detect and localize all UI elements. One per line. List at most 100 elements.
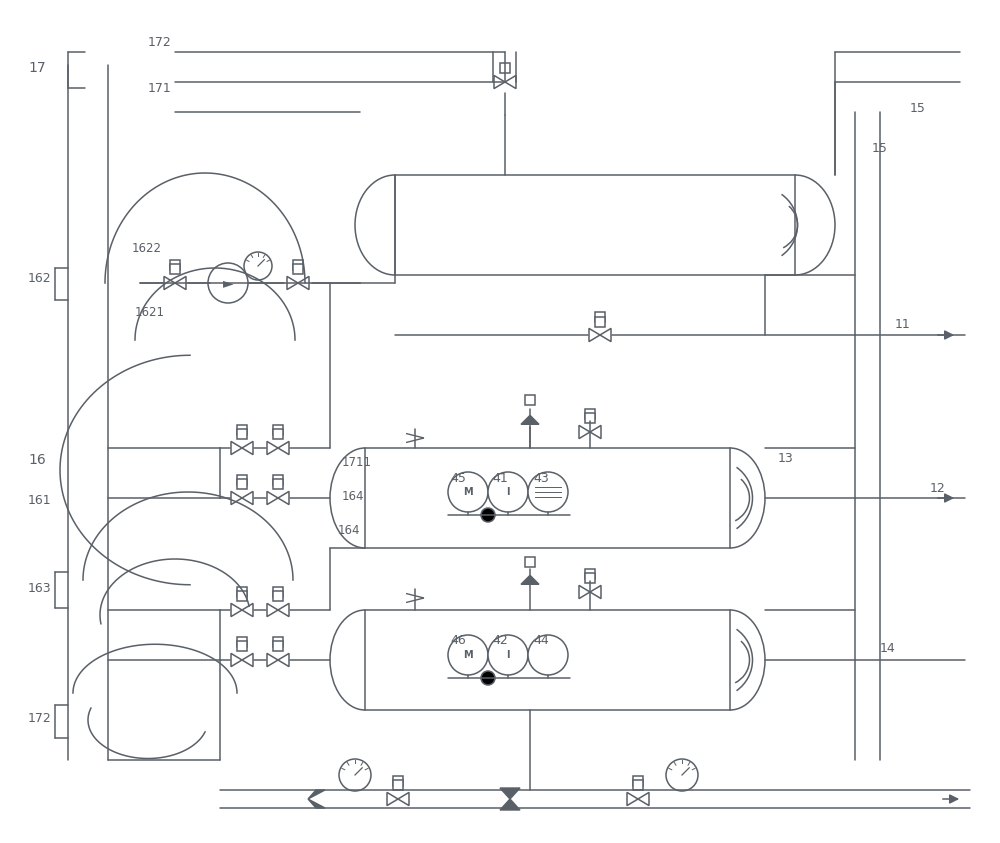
Text: 12: 12	[930, 481, 946, 495]
Bar	[237, 591, 247, 601]
Bar	[585, 413, 595, 423]
Circle shape	[666, 759, 698, 791]
Bar	[633, 776, 643, 786]
Polygon shape	[267, 491, 278, 505]
Polygon shape	[308, 790, 325, 799]
Text: 164: 164	[338, 524, 361, 536]
Bar	[237, 637, 247, 647]
Bar	[525, 395, 535, 405]
Text: 16: 16	[28, 453, 46, 467]
Text: 13: 13	[778, 452, 794, 464]
Text: 46: 46	[450, 633, 466, 647]
Circle shape	[481, 508, 495, 522]
Bar	[633, 780, 643, 790]
Polygon shape	[398, 792, 409, 806]
Text: 42: 42	[492, 633, 508, 647]
Text: 1711: 1711	[342, 455, 372, 469]
Text: ►: ►	[223, 276, 233, 290]
Text: 171: 171	[148, 82, 172, 94]
Text: 15: 15	[910, 101, 926, 115]
Circle shape	[448, 635, 488, 675]
Circle shape	[481, 671, 495, 685]
Text: I: I	[506, 487, 510, 497]
Polygon shape	[494, 75, 505, 89]
Text: 11: 11	[895, 319, 911, 331]
Text: M: M	[463, 487, 473, 497]
Polygon shape	[406, 438, 424, 443]
Polygon shape	[267, 442, 278, 454]
Bar	[525, 557, 535, 567]
Circle shape	[448, 472, 488, 512]
Polygon shape	[406, 593, 424, 598]
Text: 44: 44	[533, 633, 549, 647]
Polygon shape	[600, 329, 611, 341]
Polygon shape	[500, 788, 520, 799]
Circle shape	[528, 472, 568, 512]
Polygon shape	[231, 442, 242, 454]
Polygon shape	[242, 604, 253, 616]
Text: 41: 41	[492, 471, 508, 485]
Bar	[273, 429, 283, 439]
Bar	[273, 425, 283, 435]
Polygon shape	[231, 491, 242, 505]
Bar	[237, 641, 247, 651]
Circle shape	[488, 635, 528, 675]
Bar	[237, 587, 247, 597]
Text: 14: 14	[880, 642, 896, 654]
Polygon shape	[278, 442, 289, 454]
Circle shape	[528, 635, 568, 675]
Bar	[595, 317, 605, 327]
Bar	[273, 587, 283, 597]
Bar	[273, 591, 283, 601]
Text: 17: 17	[28, 61, 46, 75]
Bar	[170, 264, 180, 274]
Polygon shape	[579, 426, 590, 438]
Polygon shape	[231, 604, 242, 616]
Bar	[273, 641, 283, 651]
Text: 164: 164	[342, 490, 365, 502]
Polygon shape	[638, 792, 649, 806]
Bar	[585, 569, 595, 579]
Bar	[365, 448, 730, 548]
Text: 162: 162	[28, 271, 52, 284]
Text: 172: 172	[148, 35, 172, 49]
Bar	[595, 312, 605, 322]
Polygon shape	[287, 277, 298, 290]
Polygon shape	[406, 598, 424, 603]
Polygon shape	[590, 585, 601, 599]
Text: 161: 161	[28, 493, 52, 507]
Polygon shape	[627, 792, 638, 806]
Circle shape	[208, 263, 248, 303]
Polygon shape	[242, 491, 253, 505]
Bar	[365, 610, 730, 710]
Polygon shape	[242, 442, 253, 454]
Bar	[237, 475, 247, 485]
Text: 15: 15	[872, 142, 888, 154]
Bar	[273, 479, 283, 489]
Text: 1621: 1621	[135, 305, 165, 319]
Bar	[500, 63, 510, 73]
Polygon shape	[590, 426, 601, 438]
Polygon shape	[164, 277, 175, 290]
Bar	[585, 573, 595, 583]
Text: 45: 45	[450, 471, 466, 485]
Polygon shape	[242, 653, 253, 667]
Polygon shape	[278, 491, 289, 505]
Bar	[293, 264, 303, 274]
Bar	[273, 475, 283, 485]
Bar	[273, 637, 283, 647]
Text: I: I	[506, 650, 510, 660]
Circle shape	[488, 472, 528, 512]
Polygon shape	[521, 575, 539, 584]
Bar	[237, 425, 247, 435]
Bar	[393, 776, 403, 786]
Polygon shape	[589, 329, 600, 341]
Polygon shape	[298, 277, 309, 290]
Bar	[395, 175, 795, 275]
Circle shape	[339, 759, 371, 791]
Polygon shape	[406, 433, 424, 438]
Text: 172: 172	[28, 711, 52, 724]
Text: 163: 163	[28, 582, 52, 594]
Polygon shape	[175, 277, 186, 290]
Polygon shape	[231, 653, 242, 667]
